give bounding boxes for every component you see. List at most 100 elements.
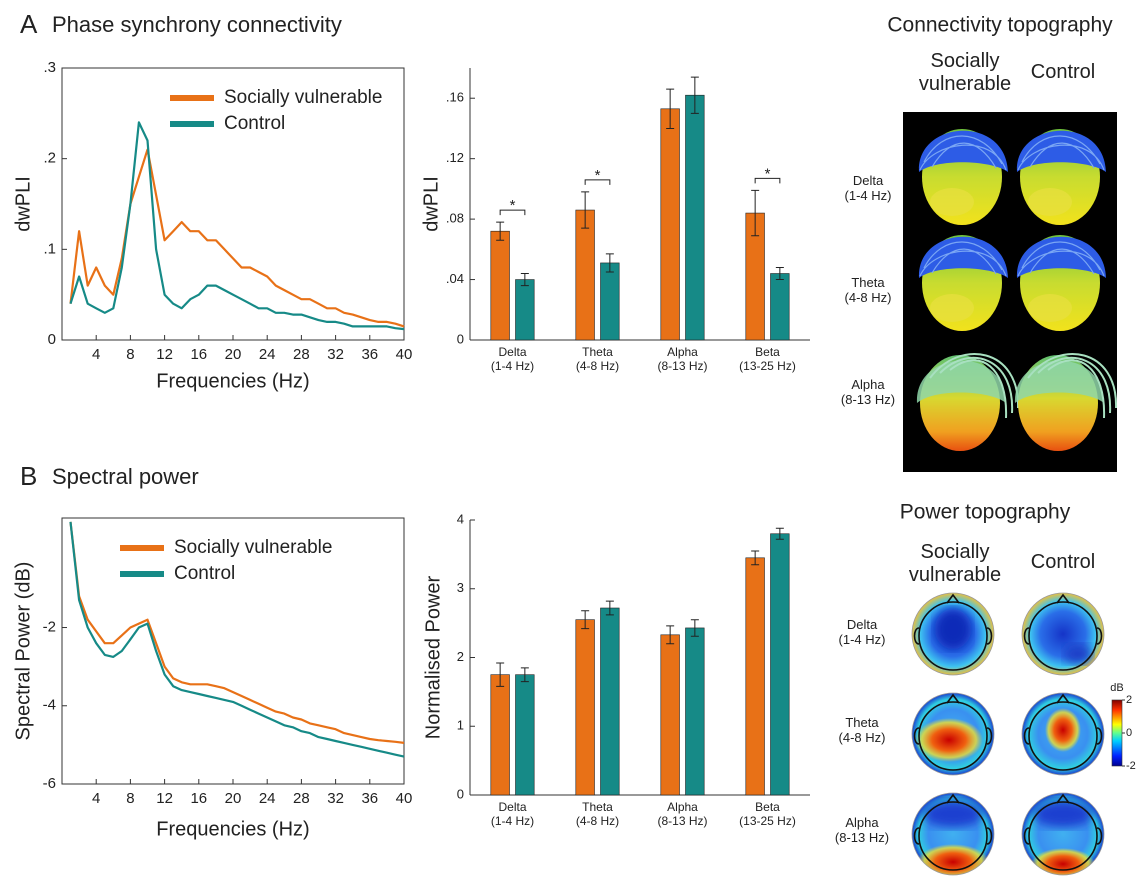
bar	[490, 674, 510, 796]
x-tick-label: 36	[361, 790, 378, 807]
error-bar	[690, 619, 699, 637]
colorbar-tick-label: -2	[1126, 760, 1136, 772]
colorbar-tick-label: 0	[1126, 727, 1132, 739]
error-bar	[496, 662, 505, 687]
row-label: Theta (4-8 Hz)	[844, 275, 892, 305]
row-label: Alpha (8-13 Hz)	[834, 815, 890, 845]
plot-frame	[61, 67, 405, 341]
significance-label: *	[510, 197, 516, 214]
error-bar	[581, 610, 590, 630]
error-bar	[605, 600, 614, 616]
bar	[490, 230, 510, 341]
y-tick-label: 2	[457, 649, 464, 664]
y-axis-label: Normalised Power	[422, 575, 444, 739]
bar	[600, 262, 620, 341]
significance-label: *	[595, 167, 601, 184]
y-axis-label: dwPLI	[12, 176, 34, 232]
column-header: Control	[1030, 551, 1096, 573]
line-series	[69, 148, 405, 328]
y-tick-label: 1	[457, 718, 464, 733]
legend-label: Socially vulnerable	[174, 537, 332, 558]
x-tick-label: 8	[126, 346, 134, 363]
significance-bracket	[584, 179, 611, 185]
error-bar	[775, 527, 784, 540]
x-tick-label: Beta (13-25 Hz)	[739, 345, 796, 373]
y-tick-label: .3	[43, 59, 56, 76]
colorbar	[1111, 699, 1123, 767]
bar	[770, 273, 790, 341]
topomap	[1021, 792, 1105, 876]
error-bar	[666, 88, 675, 129]
x-tick-label: Delta (1-4 Hz)	[490, 800, 535, 828]
column-header: Socially vulnerable	[908, 541, 1002, 586]
x-tick-label: Beta (13-25 Hz)	[739, 800, 796, 828]
significance-bracket	[754, 177, 781, 184]
x-tick-label: 16	[190, 790, 207, 807]
bar	[745, 557, 765, 796]
y-tick-label: 3	[457, 580, 464, 595]
x-tick-label: 40	[396, 790, 413, 807]
x-tick-label: 24	[259, 346, 276, 363]
x-tick-label: 32	[327, 790, 344, 807]
y-tick-label: -4	[43, 697, 56, 714]
y-tick-label: 0	[457, 331, 464, 346]
x-tick-label: 4	[92, 346, 100, 363]
y-axis-label: dwPLI	[420, 176, 442, 232]
x-tick-label: 16	[190, 346, 207, 363]
error-bar	[751, 189, 760, 237]
error-bar	[775, 266, 784, 281]
x-tick-label: 32	[327, 346, 344, 363]
bar	[575, 619, 595, 796]
error-bar	[520, 273, 529, 287]
row-label: Delta (1-4 Hz)	[838, 617, 886, 647]
topography-title: Power topography	[900, 501, 1071, 524]
bar	[600, 607, 620, 796]
x-tick-label: Alpha (8-13 Hz)	[657, 800, 708, 828]
topomap	[911, 792, 995, 876]
y-tick-label: .2	[43, 150, 56, 167]
x-tick-label: 8	[126, 790, 134, 807]
x-tick-label: 12	[156, 790, 173, 807]
x-tick-label: 36	[361, 346, 378, 363]
topomap	[911, 692, 995, 776]
y-tick-label: -6	[43, 775, 56, 792]
bar	[660, 634, 680, 796]
colorbar-label: dB	[1110, 682, 1123, 694]
x-tick-label: Theta (4-8 Hz)	[575, 345, 620, 373]
topography-title: Connectivity topography	[887, 14, 1113, 37]
bar	[515, 674, 535, 796]
error-bar	[751, 550, 760, 566]
topomap	[1021, 592, 1105, 676]
error-bar	[520, 667, 529, 683]
line-series	[69, 121, 405, 331]
bar	[685, 627, 705, 796]
error-bar	[605, 253, 614, 273]
y-tick-label: -2	[43, 618, 56, 635]
column-header: Control	[1030, 61, 1096, 83]
row-label: Delta (1-4 Hz)	[844, 173, 892, 203]
bar	[660, 108, 680, 341]
y-tick-label: .08	[446, 211, 464, 226]
y-tick-label: 0	[457, 786, 464, 801]
x-axis-label: Frequencies (Hz)	[156, 818, 309, 840]
x-axis-label: Frequencies (Hz)	[156, 370, 309, 392]
panel-label: B	[20, 461, 37, 491]
x-tick-label: 24	[259, 790, 276, 807]
row-label: Alpha (8-13 Hz)	[840, 377, 896, 407]
row-label: Theta (4-8 Hz)	[838, 715, 886, 745]
bar	[515, 279, 535, 341]
x-tick-label: 28	[293, 346, 310, 363]
x-tick-label: Theta (4-8 Hz)	[575, 800, 620, 828]
error-bar	[690, 76, 699, 114]
bar	[770, 533, 790, 796]
panel-title: Spectral power	[52, 464, 199, 489]
x-tick-label: 20	[225, 790, 242, 807]
column-header: Socially vulnerable	[918, 50, 1012, 95]
significance-label: *	[765, 165, 771, 182]
topomap	[1021, 692, 1105, 776]
x-tick-label: Delta (1-4 Hz)	[490, 345, 535, 373]
topomap	[911, 592, 995, 676]
bar	[685, 94, 705, 341]
